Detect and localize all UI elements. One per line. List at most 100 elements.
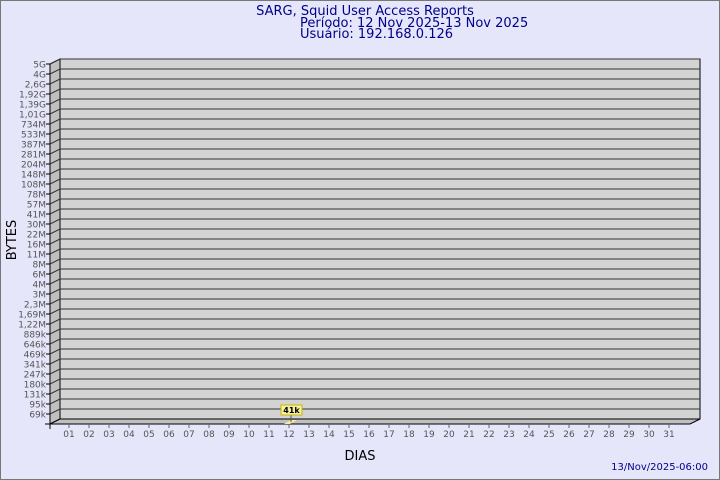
x-tick-label: 18 xyxy=(403,430,415,440)
gridline xyxy=(49,118,700,125)
y-tick-label: 148M xyxy=(21,171,46,181)
y-tick-label: 4G xyxy=(33,71,46,81)
y-tick-label: 30M xyxy=(27,221,46,231)
x-tick-label: 30 xyxy=(643,430,655,440)
y-tick-label: 387M xyxy=(21,141,46,151)
x-tick-label: 16 xyxy=(363,430,375,440)
y-tick-label: 1,39G xyxy=(19,101,46,111)
gridline xyxy=(49,168,700,175)
y-tick-label: 57M xyxy=(27,201,46,211)
y-tick-label: 2,3M xyxy=(24,301,46,311)
y-tick-label: 180k xyxy=(24,381,47,391)
x-tick-label: 10 xyxy=(243,430,255,440)
gridline xyxy=(49,98,700,105)
bar-value-label: 41k xyxy=(283,406,300,415)
gridline xyxy=(49,208,700,215)
x-tick-label: 02 xyxy=(83,430,94,440)
gridline xyxy=(49,138,700,145)
x-tick-label: 12 xyxy=(283,430,294,440)
x-tick-label: 14 xyxy=(323,430,335,440)
x-tick-label: 19 xyxy=(423,430,435,440)
gridline xyxy=(49,258,700,265)
x-tick-label: 08 xyxy=(203,430,215,440)
gridline xyxy=(49,328,700,335)
gridline xyxy=(49,158,700,165)
gridline xyxy=(49,278,700,285)
gridline xyxy=(49,388,700,395)
y-axis-label: BYTES xyxy=(5,220,20,261)
x-tick-label: 17 xyxy=(383,430,394,440)
gridline xyxy=(49,398,700,405)
x-tick-label: 21 xyxy=(463,430,474,440)
x-tick-label: 26 xyxy=(563,430,575,440)
x-tick-label: 09 xyxy=(223,430,235,440)
y-tick-label: 1,22M xyxy=(18,321,46,331)
gridline xyxy=(49,368,700,375)
x-tick-label: 06 xyxy=(163,430,175,440)
gridline xyxy=(49,238,700,245)
y-tick-label: 1,01G xyxy=(19,111,46,121)
y-tick-label: 1,69M xyxy=(18,311,46,321)
gridline xyxy=(49,348,700,355)
x-tick-label: 24 xyxy=(523,430,535,440)
x-tick-label: 22 xyxy=(483,430,494,440)
y-tick-label: 16M xyxy=(27,241,46,251)
y-tick-label: 11M xyxy=(27,251,46,261)
y-tick-label: 22M xyxy=(27,231,46,241)
y-tick-label: 281M xyxy=(21,151,46,161)
y-tick-label: 469k xyxy=(24,351,47,361)
y-tick-label: 41M xyxy=(27,211,46,221)
x-tick-label: 27 xyxy=(583,430,594,440)
gridline xyxy=(49,228,700,235)
x-tick-label: 13 xyxy=(303,430,314,440)
y-tick-label: 5G xyxy=(33,61,46,71)
chart-period: Período: 12 Nov 2025-13 Nov 2025 xyxy=(300,16,528,31)
y-tick-label: 78M xyxy=(27,191,46,201)
y-tick-label: 3M xyxy=(33,291,47,301)
gridline xyxy=(49,378,700,385)
footer-timestamp: 13/Nov/2025-06:00 xyxy=(611,462,708,473)
y-tick-label: 247k xyxy=(24,371,47,381)
gridline xyxy=(49,88,700,95)
y-tick-label: 533M xyxy=(21,131,46,141)
y-tick-label: 8M xyxy=(33,261,47,271)
gridline xyxy=(49,188,700,195)
y-tick-label: 646k xyxy=(24,341,47,351)
y-tick-label: 6M xyxy=(33,271,47,281)
gridline xyxy=(49,148,700,155)
bar-label-box xyxy=(280,404,303,416)
gridline xyxy=(49,248,700,255)
gridline xyxy=(49,298,700,305)
gridline xyxy=(49,78,700,85)
x-tick-label: 31 xyxy=(663,430,674,440)
x-tick-label: 04 xyxy=(123,430,135,440)
x-tick-label: 03 xyxy=(103,430,114,440)
gridline xyxy=(49,178,700,185)
gridline xyxy=(49,358,700,365)
x-tick-label: 07 xyxy=(183,430,194,440)
x-tick-label: 11 xyxy=(263,430,274,440)
y-tick-label: 204M xyxy=(21,161,46,171)
y-tick-label: 95k xyxy=(29,401,46,411)
chart-user: Usuário: 192.168.0.126 xyxy=(300,27,453,42)
chart-title: SARG, Squid User Access Reports xyxy=(256,4,474,19)
gridline xyxy=(49,198,700,205)
x-tick-label: 23 xyxy=(503,430,514,440)
y-tick-label: 341k xyxy=(24,361,47,371)
y-tick-label: 108M xyxy=(21,181,46,191)
gridline xyxy=(49,408,700,415)
gridline xyxy=(49,218,700,225)
y-tick-label: 889k xyxy=(24,331,47,341)
x-tick-label: 29 xyxy=(623,430,635,440)
gridline xyxy=(49,128,700,135)
y-tick-label: 69k xyxy=(29,411,46,421)
x-tick-label: 25 xyxy=(543,430,554,440)
y-tick-label: 131k xyxy=(24,391,47,401)
gridline xyxy=(49,318,700,325)
gridline xyxy=(49,338,700,345)
gridline xyxy=(49,308,700,315)
gridline xyxy=(49,68,700,75)
x-tick-label: 05 xyxy=(143,430,154,440)
y-tick-label: 2,6G xyxy=(25,81,46,91)
